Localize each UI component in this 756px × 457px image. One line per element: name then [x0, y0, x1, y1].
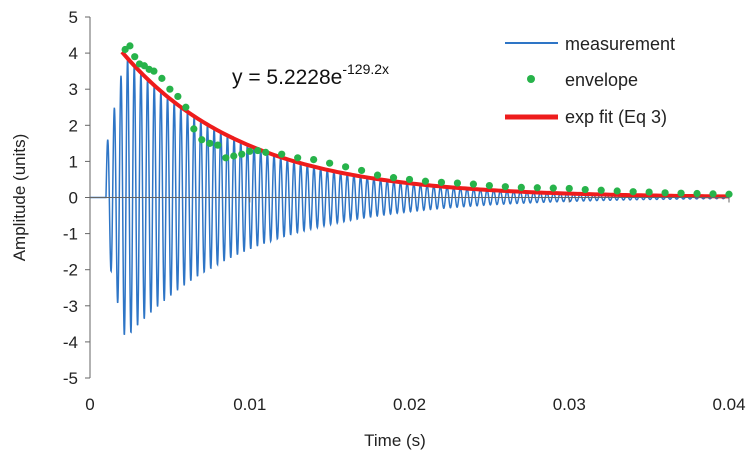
y-tick-label: 1 — [69, 152, 78, 171]
envelope-point — [326, 159, 334, 167]
y-tick-label: 3 — [69, 80, 78, 99]
envelope-point — [597, 186, 605, 194]
y-tick-label: 2 — [69, 116, 78, 135]
x-tick-label: 0.03 — [553, 395, 586, 414]
axes: 5 4 3 2 1 0 -1 -2 -3 -4 -5 0 0.01 0.02 0.03 0.04 — [63, 8, 746, 414]
envelope-point — [517, 183, 525, 191]
legend-label-exp-fit: exp fit (Eq 3) — [565, 107, 667, 127]
y-tick-label: -1 — [63, 225, 78, 244]
legend-marker-envelope — [527, 75, 535, 83]
y-tick-label: -4 — [63, 333, 78, 352]
y-tick-label: 0 — [69, 189, 78, 208]
envelope-point — [581, 185, 589, 194]
envelope-point — [373, 171, 382, 179]
envelope-point — [661, 189, 669, 197]
envelope-point — [485, 181, 493, 190]
envelope-point — [166, 85, 174, 93]
envelope-point — [357, 166, 366, 175]
envelope-point — [158, 74, 166, 82]
envelope-point — [214, 141, 222, 149]
legend: measurement envelope exp fit (Eq 3) — [505, 34, 675, 127]
envelope-point — [342, 163, 350, 171]
envelope-point — [725, 190, 733, 198]
envelope-point — [693, 189, 701, 198]
envelope-point — [238, 150, 246, 158]
envelope-point — [278, 150, 286, 158]
envelope-point — [613, 187, 621, 195]
envelope-point — [677, 189, 685, 197]
x-tick-label: 0.01 — [233, 395, 266, 414]
envelope-point — [533, 184, 541, 192]
envelope-point — [405, 175, 414, 184]
x-axis-title: Time (s) — [364, 431, 426, 450]
envelope-point — [262, 148, 270, 156]
envelope-point — [709, 190, 717, 198]
envelope-point — [126, 42, 134, 50]
envelope-point — [182, 103, 190, 111]
envelope-point — [131, 53, 139, 61]
envelope-point — [389, 174, 398, 182]
fit-equation-exponent: -129.2x — [342, 61, 389, 77]
y-tick-label: -5 — [63, 369, 78, 388]
envelope-point — [206, 139, 214, 147]
x-tick-label: 0.02 — [393, 395, 426, 414]
y-tick-label: 5 — [69, 8, 78, 27]
series-line-measurement — [90, 58, 730, 336]
envelope-point — [437, 178, 446, 186]
envelope-point — [222, 154, 230, 162]
envelope-point — [453, 179, 462, 187]
envelope-point — [246, 147, 254, 155]
legend-label-envelope: envelope — [565, 70, 638, 90]
y-tick-label: -3 — [63, 297, 78, 316]
y-tick-label: 4 — [69, 44, 78, 63]
x-tick-label: 0 — [85, 395, 94, 414]
envelope-point — [230, 152, 238, 160]
y-axis-title: Amplitude (units) — [10, 134, 29, 262]
envelope-point — [198, 136, 206, 144]
legend-label-measurement: measurement — [565, 34, 675, 54]
envelope-point — [565, 184, 573, 193]
plot-area — [90, 42, 733, 336]
envelope-point — [421, 177, 430, 185]
envelope-point — [310, 155, 318, 164]
envelope-point — [174, 92, 182, 101]
envelope-point — [254, 146, 262, 155]
envelope-point — [150, 67, 158, 75]
envelope-point — [629, 188, 637, 196]
envelope-point — [294, 154, 302, 162]
envelope-point — [645, 188, 653, 196]
envelope-point — [469, 180, 477, 188]
y-tick-label: -2 — [63, 261, 78, 280]
series-line-exp-fit — [120, 50, 730, 199]
envelope-point — [549, 184, 557, 192]
envelope-point — [501, 183, 509, 191]
fit-equation-base: y = 5.2228e — [232, 66, 342, 89]
x-tick-label: 0.04 — [712, 395, 745, 414]
fit-equation-annotation: y = 5.2228e-129.2x — [232, 61, 389, 89]
envelope-point — [190, 125, 198, 133]
